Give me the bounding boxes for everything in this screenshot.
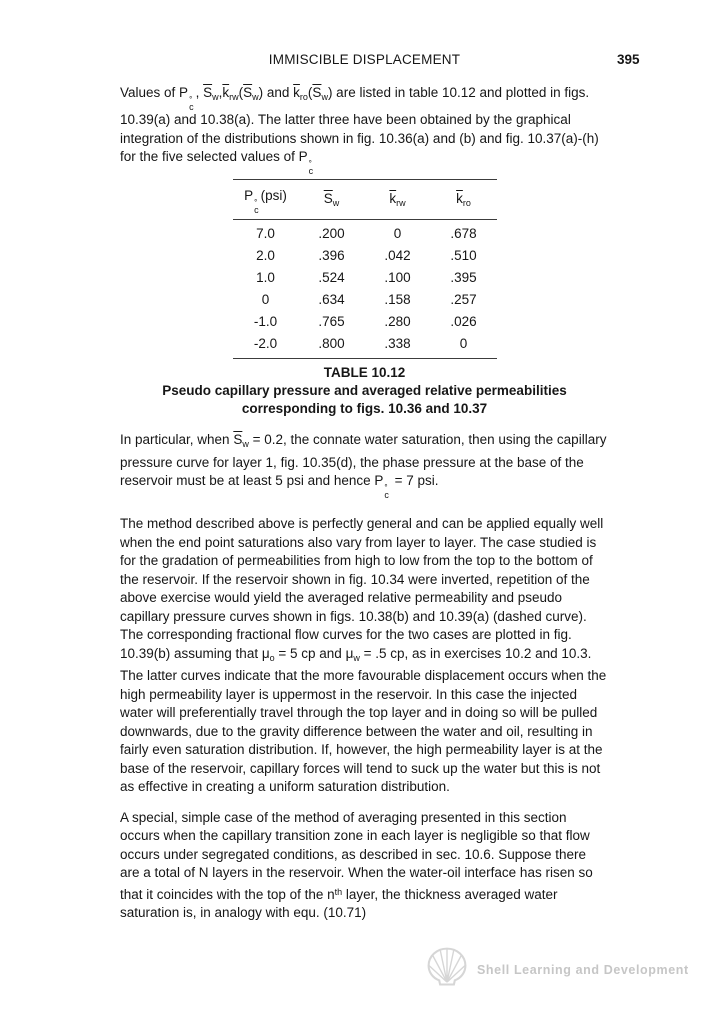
table-row: -2.0 .800 .338 0 <box>233 333 497 359</box>
table-cell: .634 <box>318 292 345 307</box>
page-number: 395 <box>617 52 640 67</box>
table-cell: 0 <box>261 292 270 307</box>
paragraph-table-intro: Values of P ° c, Sw,krw(Sw) and kro(Sw) ar… <box>120 85 599 176</box>
table-cell: 1.0 <box>256 270 275 285</box>
table-cell: .280 <box>384 314 411 329</box>
table-cell: .026 <box>450 314 477 329</box>
table-caption-text-line2: corresponding to figs. 10.36 and 10.37 <box>241 401 488 416</box>
paragraph-segregated-case: A special, simple case of the method of … <box>120 809 593 921</box>
table-cell: 0 <box>459 336 468 351</box>
table-cell: .800 <box>318 336 345 351</box>
table-cell: -2.0 <box>253 336 278 351</box>
table-caption: TABLE 10.12 Pseudo capillary pressure an… <box>120 364 609 418</box>
col-header-pc-psi: P ° c (psi) <box>232 179 299 220</box>
table-caption-text-line1: Pseudo capillary pressure and averaged r… <box>162 383 567 398</box>
col-header-krw: krw <box>364 179 431 220</box>
paragraph-connate-saturation: In particular, when Sw = 0.2, the connat… <box>120 432 607 500</box>
running-head-title: IMMISCIBLE DISPLACEMENT <box>268 52 461 67</box>
table-cell: .158 <box>384 292 411 307</box>
table-body: 7.0 .200 0 .678 2.0 .396 .042 .510 1.0 .524 .100 .3… <box>233 220 497 359</box>
table-cell: .678 <box>450 226 477 241</box>
table-cell: .100 <box>384 270 411 285</box>
table-cell: .338 <box>384 336 411 351</box>
table-head: P ° c (psi) Sw krw kro <box>232 179 497 220</box>
table-cell: .395 <box>450 270 477 285</box>
footer-brand: Shell Learning and Development <box>424 944 689 995</box>
table-row: 0 .634 .158 .257 <box>233 289 497 311</box>
table-caption-number: TABLE 10.12 <box>323 365 406 380</box>
table-cell: -1.0 <box>253 314 278 329</box>
col-header-sw: Sw <box>298 179 365 220</box>
text-column: Values of P ° c, Sw,krw(Sw) and kro(Sw) ar… <box>120 84 609 923</box>
table-row: 7.0 .200 0 .678 <box>233 220 497 246</box>
table-row: 1.0 .524 .100 .395 <box>233 267 497 289</box>
table-cell: 7.0 <box>256 226 275 241</box>
paragraph-method-discussion: The method described above is perfectly … <box>120 516 607 794</box>
table-cell: .200 <box>318 226 345 241</box>
table-cell: .396 <box>318 248 345 263</box>
page-header: IMMISCIBLE DISPLACEMENT 395 <box>120 52 640 70</box>
footer-brand-text: Shell Learning and Development <box>477 962 689 977</box>
col-header-kro: kro <box>430 179 497 220</box>
table-cell: .510 <box>450 248 477 263</box>
table-cell: 0 <box>393 226 402 241</box>
table-cell: .524 <box>318 270 345 285</box>
table-cell: .257 <box>450 292 477 307</box>
table-cell: 2.0 <box>256 248 275 263</box>
table-cell: .765 <box>318 314 345 329</box>
table-cell: .042 <box>384 248 411 263</box>
shell-pecten-icon <box>424 944 470 995</box>
table-row: 2.0 .396 .042 .510 <box>233 245 497 267</box>
pseudo-capillary-pressure-table: P ° c (psi) Sw krw kro 7.0 .200 0 .678 2.0 .396.… <box>232 179 497 359</box>
table-header-row: P ° c (psi) Sw krw kro <box>232 179 497 220</box>
table-row: -1.0 .765 .280 .026 <box>233 311 497 333</box>
